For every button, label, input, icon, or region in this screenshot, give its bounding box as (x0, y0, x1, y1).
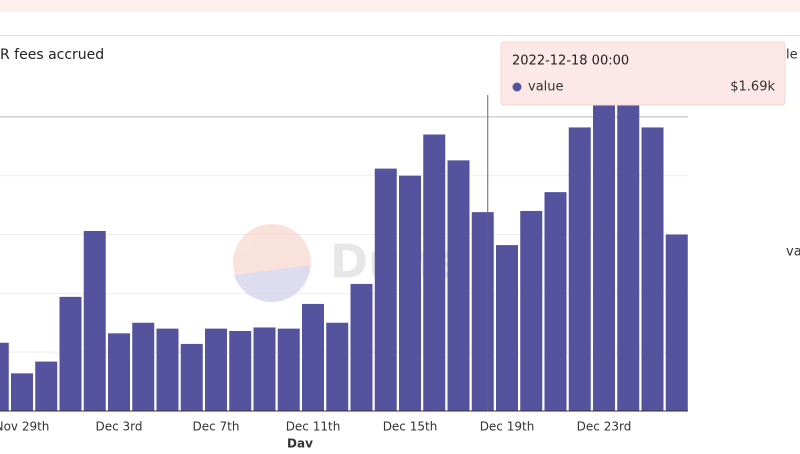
bar (617, 103, 640, 411)
x-tick-label: Dec 19th (480, 420, 535, 434)
bar (205, 328, 227, 411)
tooltip-title: 2022-12-18 00:00 (512, 54, 629, 69)
bar (399, 175, 421, 411)
chart-title: R fees accrued (0, 47, 104, 63)
tooltip-dot (512, 82, 522, 92)
bar (593, 103, 615, 411)
side-label: le (786, 48, 798, 63)
tooltip-value: $1.69k (730, 80, 775, 95)
watermark-logo (234, 265, 310, 302)
bar (496, 245, 518, 411)
bar (83, 230, 106, 411)
bar (180, 343, 203, 411)
bar (326, 322, 349, 411)
x-tick-label: Dec 15th (383, 420, 438, 434)
bar (229, 330, 252, 411)
bar (0, 342, 9, 411)
x-tick-label: Dec 23rd (577, 420, 632, 434)
bar (132, 322, 155, 411)
bar (350, 283, 373, 411)
x-tick-label: Dec 7th (193, 420, 240, 434)
bar (471, 212, 494, 411)
bar (11, 373, 33, 411)
x-axis-title: Dav (287, 437, 313, 451)
bar (665, 234, 688, 411)
bar (35, 361, 58, 411)
x-tick-label: Dec 11th (286, 420, 341, 434)
tooltip (500, 41, 786, 106)
tooltip-series: value (528, 80, 564, 95)
bar (59, 296, 82, 411)
bar (520, 210, 543, 411)
bar (277, 328, 300, 411)
bar (374, 168, 397, 411)
x-tick-label: Dec 3rd (95, 420, 142, 434)
side-label: va (786, 245, 800, 260)
bar (302, 303, 324, 411)
bar (253, 327, 276, 411)
x-tick-label: Nov 29th (0, 420, 49, 434)
bar (108, 333, 130, 411)
bar (156, 328, 179, 411)
bar (423, 134, 446, 411)
top-banner (0, 0, 800, 12)
bar (641, 127, 664, 411)
bar (544, 192, 567, 411)
bar (568, 127, 591, 411)
bar (447, 160, 470, 411)
